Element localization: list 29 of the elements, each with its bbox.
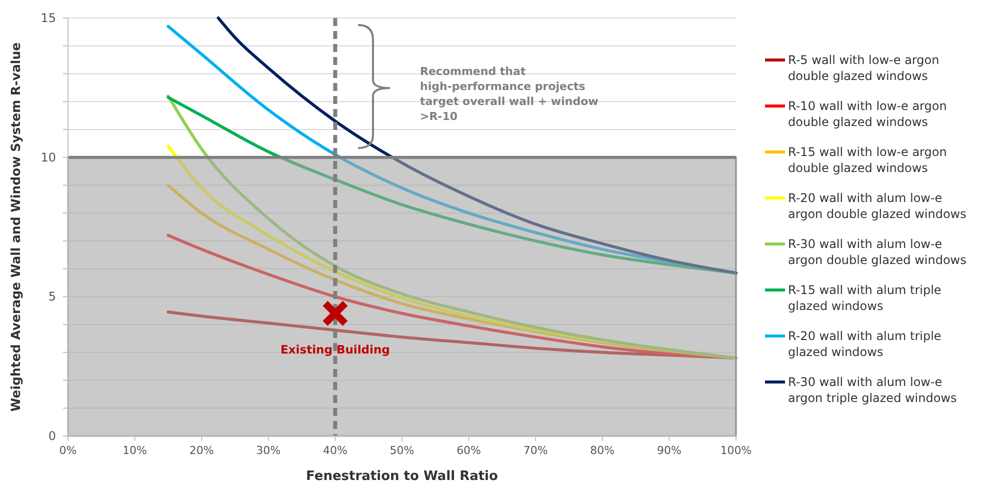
x-tick-label: 80% — [590, 444, 615, 457]
x-tick-label: 0% — [59, 444, 77, 457]
x-axis-title: Fenestration to Wall Ratio — [306, 469, 498, 484]
y-tick-label: 15 — [40, 11, 56, 25]
y-tick-label: 5 — [48, 290, 56, 304]
x-tick-label: 100% — [720, 444, 752, 457]
x-tick-label: 60% — [456, 444, 482, 457]
legend-label: R-30 wall with alum low-e argon triple glazed windows — [788, 375, 957, 405]
legend-label: R-20 wall with alum low-e argon double glazed windows — [788, 191, 966, 221]
x-tick-label: 90% — [656, 444, 682, 457]
x-tick-label: 50% — [390, 444, 414, 457]
legend-label: R-5 wall with low-e argon double glazed windows — [788, 53, 940, 83]
legend-label: R-15 wall with alum triple glazed windows — [788, 283, 942, 313]
x-tick-label: 10% — [122, 444, 148, 457]
x-tick-label: 40% — [322, 444, 348, 457]
annotation: Existing Building — [280, 342, 390, 356]
y-tick-label: 10 — [40, 150, 56, 164]
y-axis-title: Weighted Average Wall and Window System R-value — [8, 42, 23, 412]
legend-label: R-10 wall with low-e argon double glazed windows — [788, 99, 947, 129]
x-tick-label: 30% — [256, 444, 281, 457]
legend-label: R-15 wall with low-e argon double glazed windows — [788, 145, 947, 175]
legend-label: R-20 wall with alum triple glazed windows — [788, 329, 942, 359]
line-series — [166, 94, 738, 360]
x-tick-label: 70% — [523, 444, 548, 457]
y-tick-label: 0 — [48, 429, 56, 443]
legend-label: R-30 wall with alum low-e argon double glazed windows — [788, 237, 966, 267]
line-series — [166, 96, 738, 274]
annotation: Recommend that high-performance projects target overall wall + window >R-10 — [420, 65, 598, 123]
x-tick-label: 20% — [189, 444, 214, 457]
